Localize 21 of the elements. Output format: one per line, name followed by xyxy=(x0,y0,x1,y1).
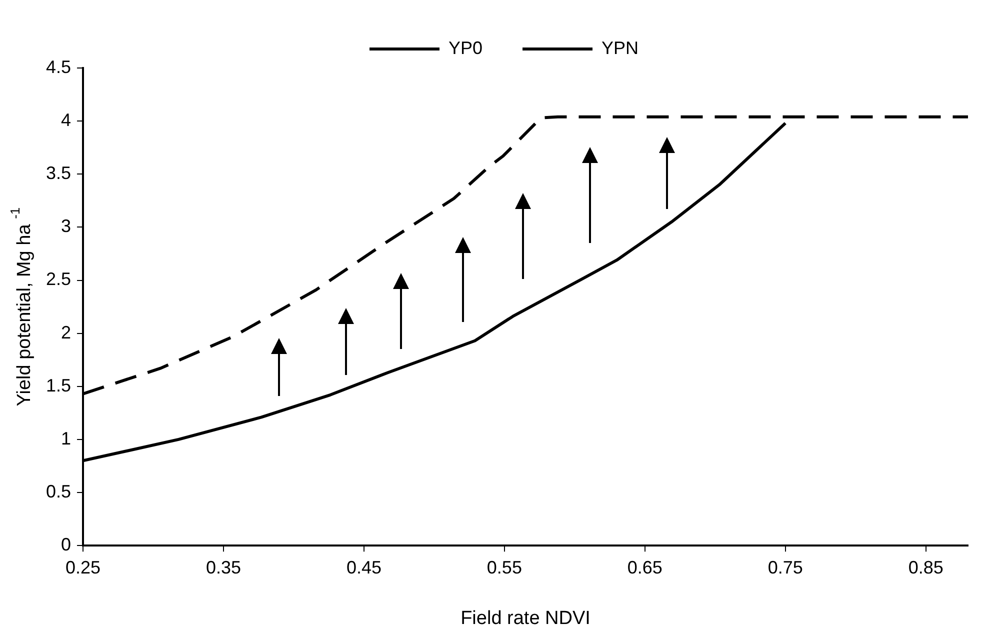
x-tick-label: 0.75 xyxy=(768,557,803,578)
y-tick-label: 1.5 xyxy=(46,375,72,396)
legend-label: YPN xyxy=(602,38,639,58)
y-tick-label: 4 xyxy=(61,110,72,130)
y-tick-label: 3.5 xyxy=(46,163,72,184)
y-tick-label: 0 xyxy=(61,534,72,555)
y-tick-label: 3 xyxy=(61,216,72,236)
x-axis-title: Field rate NDVI xyxy=(460,608,590,629)
x-tick-label: 0.85 xyxy=(908,557,944,578)
y-tick-label: 1 xyxy=(61,428,72,448)
y-tick-label: 4.5 xyxy=(46,56,72,77)
y-tick-label: 0.5 xyxy=(46,482,72,502)
x-tick-label: 0.55 xyxy=(486,557,522,578)
x-tick-label: 0.65 xyxy=(627,557,662,578)
x-tick-label: 0.35 xyxy=(206,557,242,578)
y-axis-title: Yield potential, Mg ha -1 xyxy=(8,207,36,406)
x-tick-label: 0.25 xyxy=(66,557,101,578)
y-tick-label: 2 xyxy=(61,322,72,342)
x-tick-label: 0.45 xyxy=(346,557,382,578)
y-tick-label: 2.5 xyxy=(46,269,72,290)
legend-label: YP0 xyxy=(448,38,483,58)
